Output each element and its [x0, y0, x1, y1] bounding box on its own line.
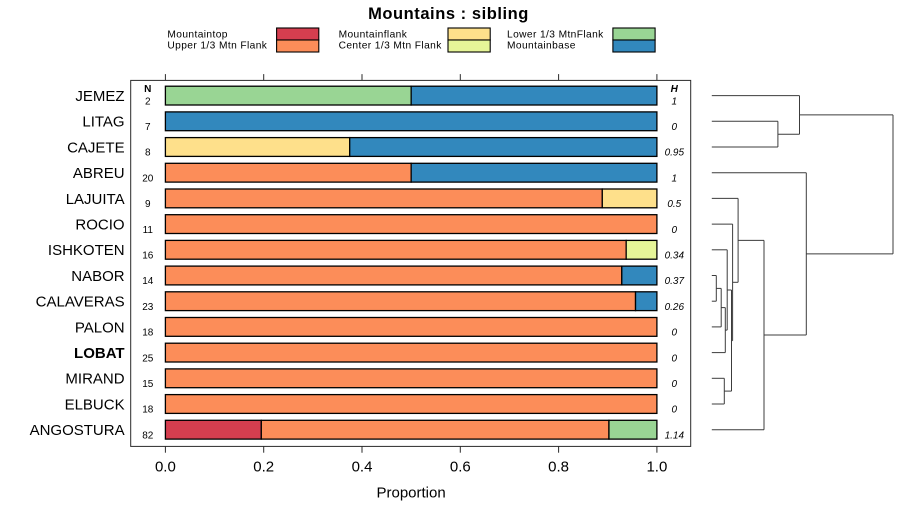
svg-text:0.95: 0.95: [665, 148, 685, 159]
svg-text:0: 0: [672, 379, 678, 390]
svg-text:LITAG: LITAG: [82, 114, 124, 131]
svg-text:Mountaintop: Mountaintop: [167, 30, 227, 41]
svg-text:CALAVERAS: CALAVERAS: [36, 294, 125, 311]
svg-text:25: 25: [142, 353, 154, 364]
svg-text:0: 0: [672, 225, 678, 236]
svg-text:JEMEZ: JEMEZ: [75, 88, 124, 105]
svg-text:16: 16: [142, 251, 154, 262]
svg-text:15: 15: [142, 379, 154, 390]
svg-text:18: 18: [142, 405, 154, 416]
svg-text:0.4: 0.4: [352, 458, 373, 475]
svg-text:Mountainflank: Mountainflank: [339, 30, 408, 41]
svg-text:ELBUCK: ELBUCK: [65, 396, 125, 413]
svg-text:H: H: [671, 84, 679, 95]
svg-text:ROCIO: ROCIO: [75, 217, 124, 234]
svg-text:82: 82: [142, 430, 154, 441]
svg-text:LAJUITA: LAJUITA: [66, 191, 125, 208]
svg-text:0.0: 0.0: [155, 458, 176, 475]
svg-text:0.6: 0.6: [450, 458, 471, 475]
svg-text:0.37: 0.37: [665, 276, 685, 287]
svg-text:Mountainbase: Mountainbase: [507, 40, 576, 51]
svg-text:0.26: 0.26: [665, 302, 685, 313]
svg-text:ABREU: ABREU: [73, 165, 125, 182]
svg-text:1.0: 1.0: [646, 458, 667, 475]
svg-text:0: 0: [672, 353, 678, 364]
svg-text:1.14: 1.14: [665, 430, 685, 441]
svg-text:7: 7: [145, 122, 151, 133]
svg-text:CAJETE: CAJETE: [67, 139, 125, 156]
svg-text:8: 8: [145, 148, 151, 159]
svg-text:ANGOSTURA: ANGOSTURA: [30, 422, 125, 439]
svg-text:18: 18: [142, 328, 154, 339]
svg-text:PALON: PALON: [75, 319, 125, 336]
svg-text:ISHKOTEN: ISHKOTEN: [48, 242, 125, 259]
svg-text:0: 0: [672, 405, 678, 416]
svg-text:MIRAND: MIRAND: [65, 371, 124, 388]
svg-text:9: 9: [145, 199, 151, 210]
svg-text:0: 0: [672, 328, 678, 339]
svg-text:14: 14: [142, 276, 154, 287]
svg-text:Upper 1/3 Mtn Flank: Upper 1/3 Mtn Flank: [167, 40, 267, 51]
svg-text:NABOR: NABOR: [71, 268, 125, 285]
svg-text:0.34: 0.34: [665, 251, 685, 262]
svg-text:Center 1/3 Mtn Flank: Center 1/3 Mtn Flank: [339, 40, 443, 51]
svg-text:N: N: [144, 84, 151, 95]
svg-text:0.5: 0.5: [667, 199, 681, 210]
svg-text:23: 23: [142, 302, 154, 313]
svg-text:0: 0: [672, 122, 678, 133]
svg-text:LOBAT: LOBAT: [74, 345, 125, 362]
svg-text:1: 1: [672, 173, 678, 184]
svg-text:0.8: 0.8: [548, 458, 569, 475]
svg-text:1: 1: [672, 96, 678, 107]
svg-text:Lower 1/3 MtnFlank: Lower 1/3 MtnFlank: [507, 30, 604, 41]
svg-text:Mountains : sibling: Mountains : sibling: [368, 5, 529, 23]
svg-text:0.2: 0.2: [253, 458, 274, 475]
svg-text:11: 11: [143, 225, 154, 236]
svg-text:Proportion: Proportion: [376, 484, 445, 501]
svg-text:20: 20: [142, 173, 154, 184]
svg-text:2: 2: [145, 96, 151, 107]
